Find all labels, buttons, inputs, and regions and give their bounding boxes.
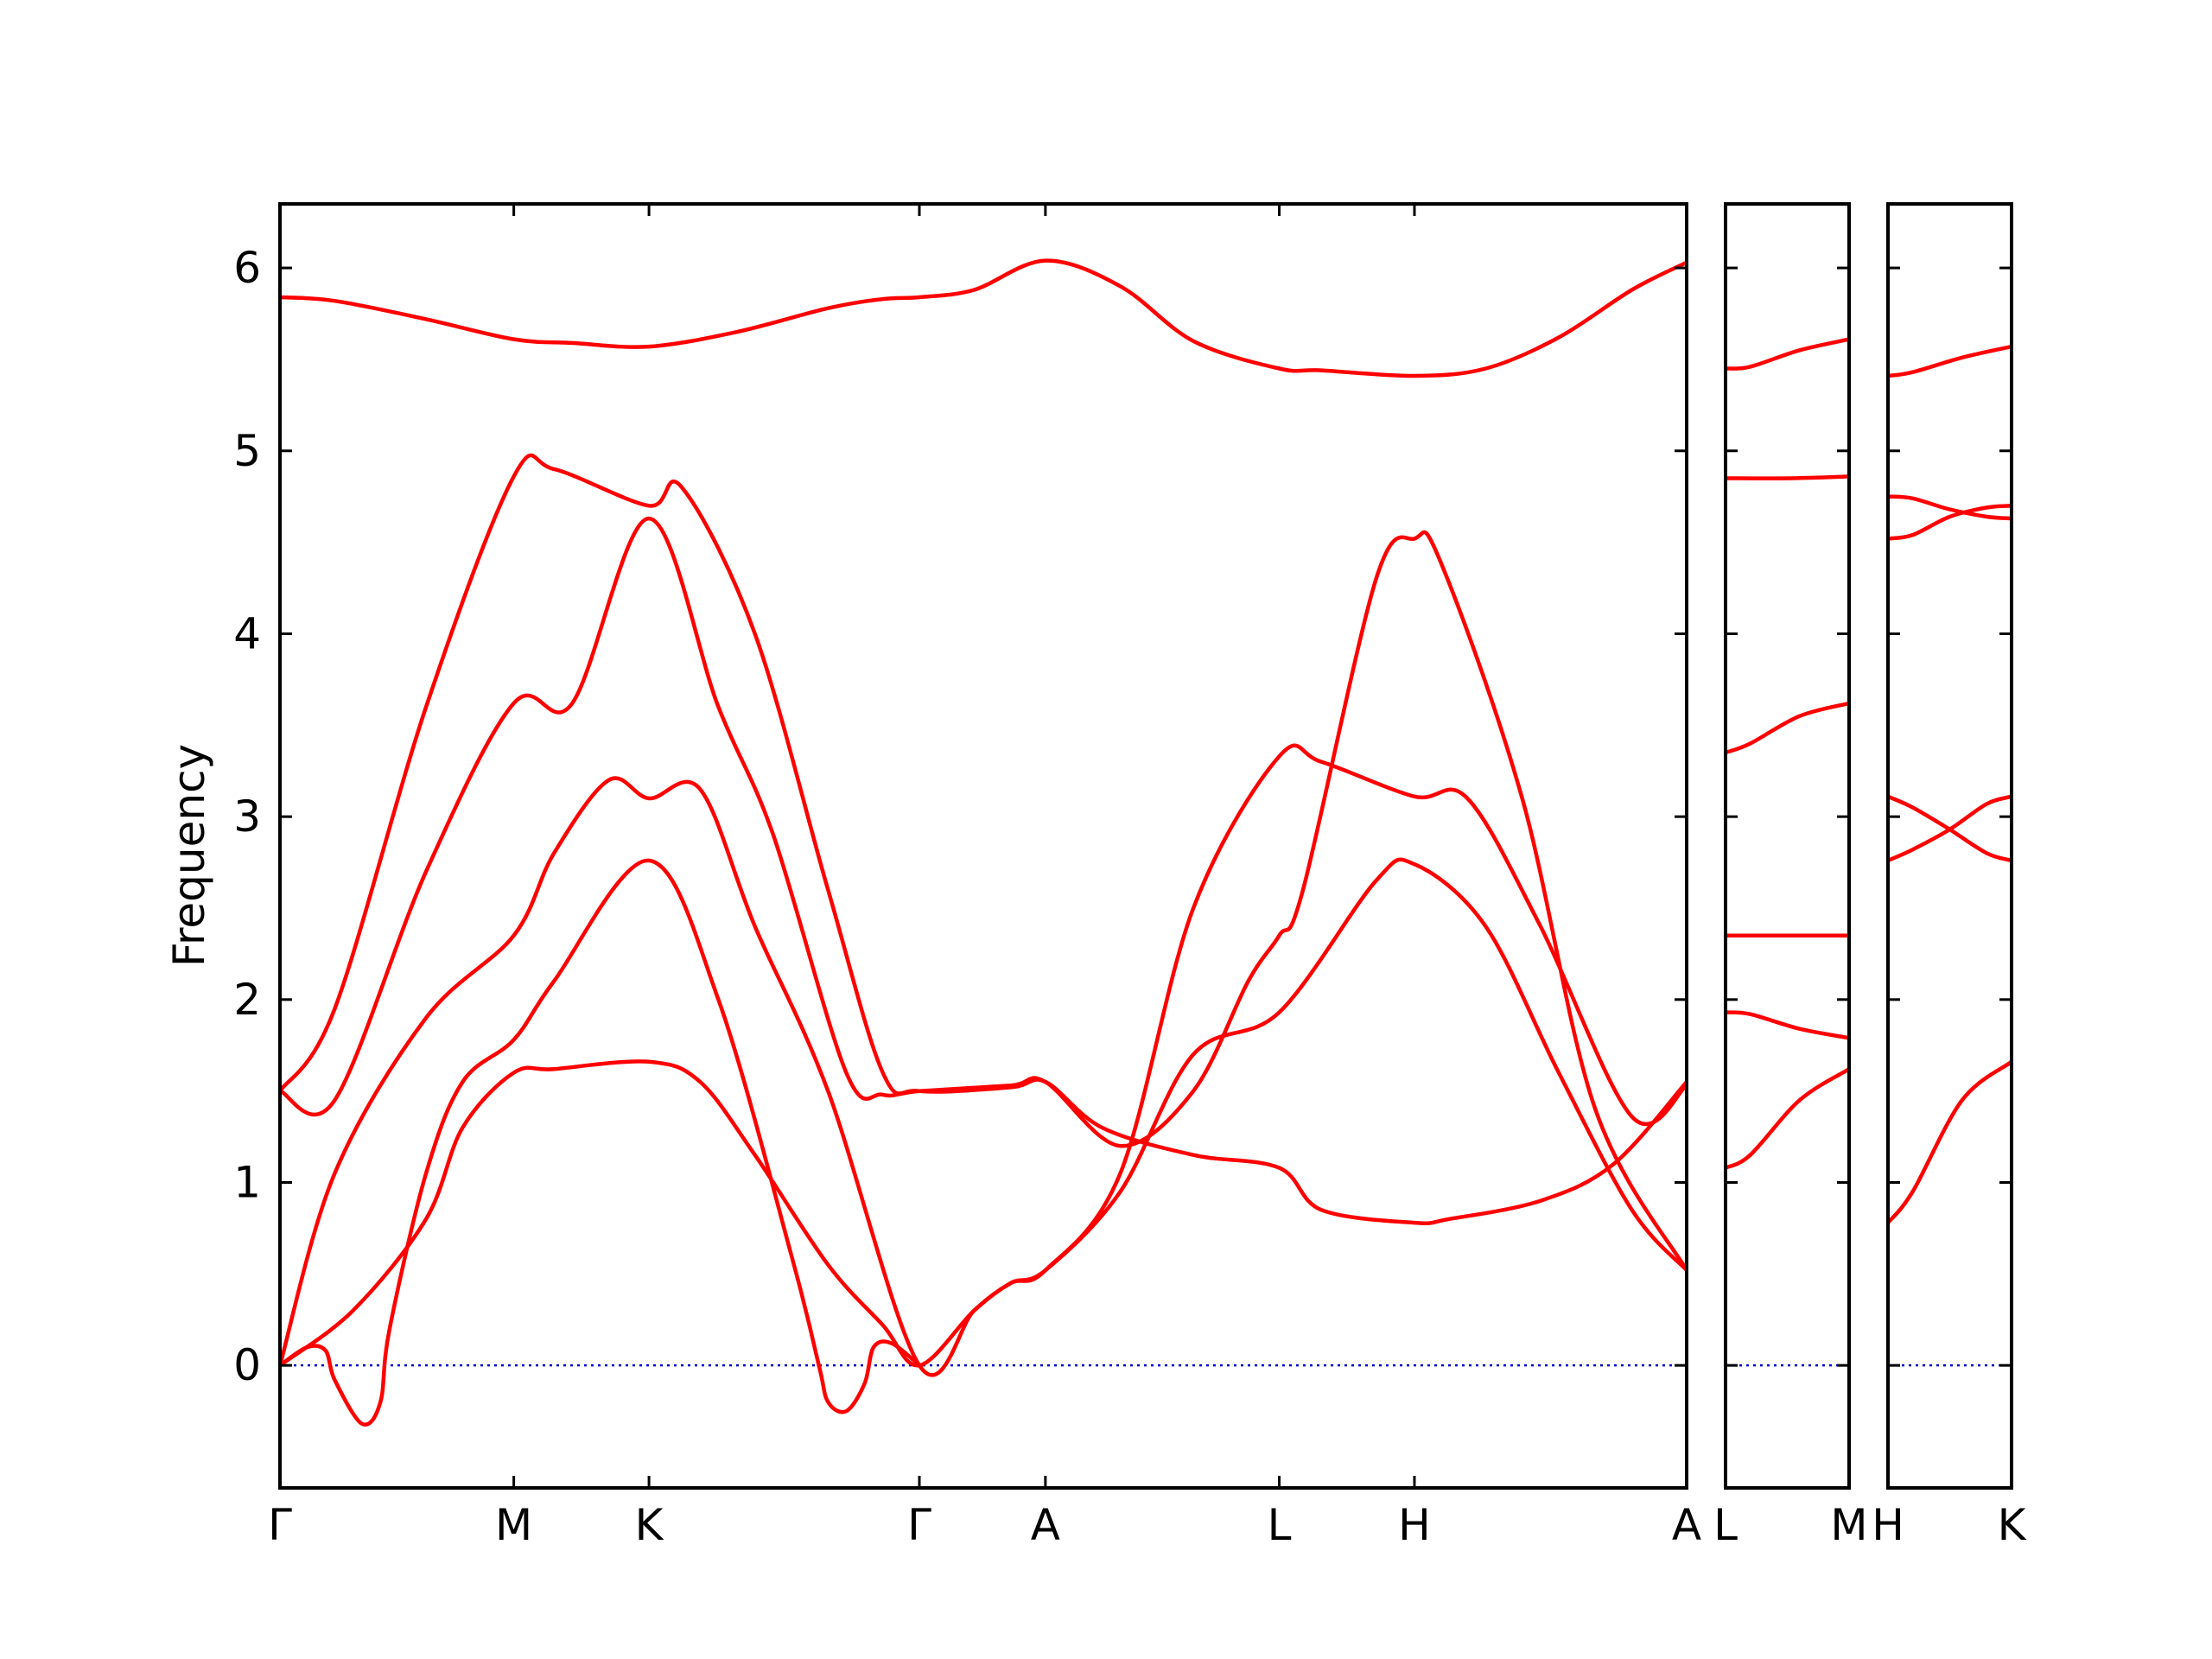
panel-frame (1886, 202, 2013, 1490)
y-tick-label: 4 (233, 608, 261, 658)
band-2 (1726, 474, 1849, 480)
band-5 (1726, 1010, 1849, 1040)
y-tick-label: 3 (233, 791, 261, 842)
panel-1: 0 1 2 3 4 5 6 Γ M K Γ A L H A (233, 202, 1701, 1550)
x-tick-label: H (1398, 1500, 1431, 1550)
x-tick-label: A (1672, 1500, 1701, 1550)
band-1 (1888, 344, 2012, 378)
x-tick-label: H (1872, 1500, 1904, 1550)
band-4 (280, 743, 1687, 1377)
y-axis-label: Frequency (164, 744, 214, 967)
band-2 (1888, 494, 2012, 521)
x-tick-label: M (1830, 1500, 1867, 1550)
band-6 (1888, 1059, 2012, 1225)
x-tick-label: Γ (268, 1500, 292, 1550)
x-tick-label: A (1031, 1500, 1060, 1550)
y-tick-label: 0 (233, 1340, 261, 1390)
y-tick-label: 6 (233, 243, 261, 293)
band-3 (1726, 701, 1849, 755)
y-tick-label: 1 (233, 1157, 261, 1207)
band-3 (1888, 504, 2012, 541)
bands (280, 258, 1687, 1427)
band-2 (280, 453, 1687, 1225)
x-tick-label: K (635, 1500, 664, 1550)
y-tick-label: 5 (233, 426, 261, 476)
band-3 (280, 516, 1687, 1273)
bands (1726, 337, 1849, 1170)
x-tick-label: L (1713, 1500, 1738, 1550)
band-1 (1726, 337, 1849, 371)
band-6 (1726, 1067, 1849, 1170)
band-6 (280, 858, 922, 1427)
x-tick-label: Γ (907, 1500, 931, 1550)
bands (1888, 344, 2012, 1225)
y-tick-label: 2 (233, 975, 261, 1025)
panel-frame (278, 202, 1688, 1490)
x-tick-label: K (1998, 1500, 2027, 1550)
panel-frame (1724, 202, 1851, 1490)
x-tick-label: M (495, 1500, 532, 1550)
x-tick-label: L (1268, 1500, 1292, 1550)
band-5 (1888, 794, 2012, 863)
band-5 (280, 857, 1687, 1368)
band-1 (280, 258, 1687, 378)
